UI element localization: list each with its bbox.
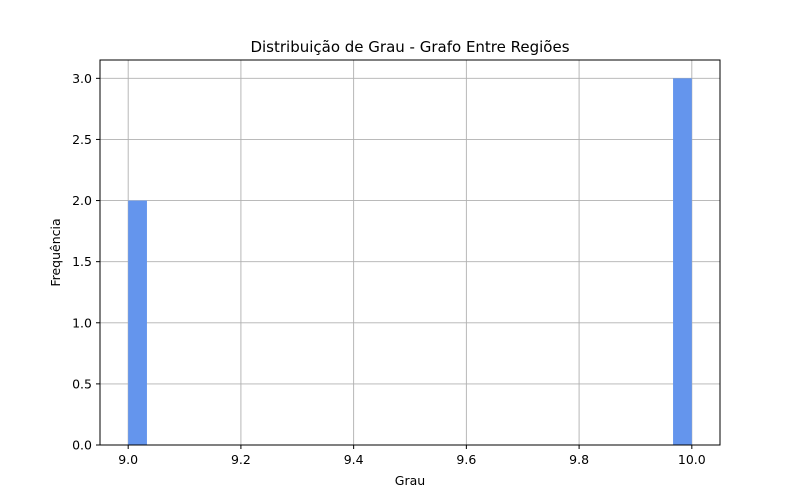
y-tick-label: 0.5: [72, 376, 92, 391]
x-axis-ticks: 9.0 9.2 9.4 9.6 9.8 10.0: [118, 445, 706, 467]
y-axis-label: Frequência: [48, 218, 63, 286]
y-axis-ticks: 0.0 0.5 1.0 1.5 2.0 2.5 3.0: [72, 71, 100, 453]
y-tick-label: 3.0: [72, 71, 92, 86]
y-tick-label: 1.5: [72, 254, 92, 269]
y-tick-label: 2.5: [72, 132, 92, 147]
chart-title: Distribuição de Grau - Grafo Entre Regiõ…: [250, 38, 569, 56]
x-tick-label: 9.0: [118, 452, 138, 467]
histogram-bar: [673, 78, 692, 445]
x-tick-label: 9.8: [569, 452, 589, 467]
x-axis-label: Grau: [395, 473, 425, 488]
x-tick-label: 9.4: [344, 452, 364, 467]
x-tick-label: 10.0: [678, 452, 706, 467]
histogram-bar: [128, 200, 147, 445]
x-tick-label: 9.6: [456, 452, 476, 467]
bars: [128, 78, 692, 445]
y-tick-label: 0.0: [72, 438, 92, 453]
plot-frame: [99, 59, 721, 446]
y-tick-label: 1.0: [72, 315, 92, 330]
grid: [100, 60, 720, 446]
x-tick-label: 9.2: [231, 452, 251, 467]
y-tick-label: 2.0: [72, 193, 92, 208]
